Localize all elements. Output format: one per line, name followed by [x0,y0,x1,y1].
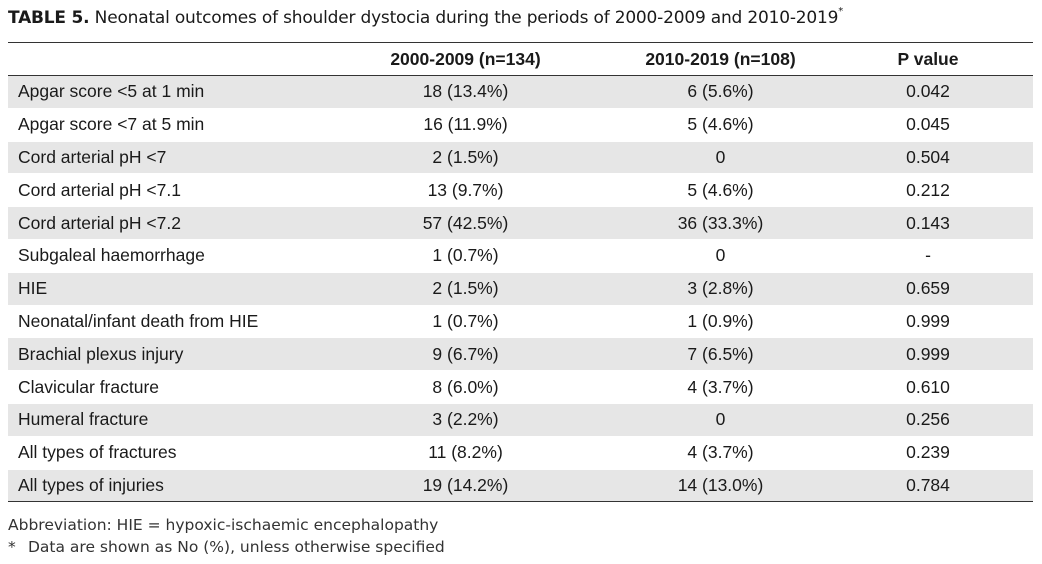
p-value-cell: 0.042 [823,75,1033,109]
table-row: Cord arterial pH <7.1 13 (9.7%) 5 (4.6%) 0.… [8,173,1033,208]
table-row: Subgaleal haemorrhage 1 (0.7%) 0- [8,239,1033,273]
footnote-text: Data are shown as No (%), unless otherwi… [28,538,445,556]
period-2000-2009-cell: 11 (8.2%) [313,436,618,470]
p-value-cell: 0.504 [823,141,1033,175]
table-row: Humeral fracture 3 (2.2%) 0 0.256 [8,403,1033,437]
period-2000-2009-cell: 3 (2.2%) [313,403,618,437]
period-2010-2019-cell: 1 (0.9%) [618,305,823,339]
period-2010-2019-cell: 6 (5.6%) [618,75,823,109]
p-value-cell: - [823,239,1033,273]
period-2010-2019-cell: 4 (3.7%) [618,370,823,404]
p-value-cell: 0.610 [823,370,1033,404]
outcome-cell: HIE [8,272,313,306]
outcome-cell: Subgaleal haemorrhage [8,239,313,273]
period-2000-2009-cell: 2 (1.5%) [313,141,618,175]
period-2010-2019-cell: 0 [618,403,823,437]
period-2010-2019-cell: 4 (3.7%) [618,436,823,470]
outcome-cell: Humeral fracture [8,403,313,437]
outcome-cell: Apgar score <5 at 1 min [8,75,313,109]
table-row: Brachial plexus injury 9 (6.7%) 7 (6.5%) 0.… [8,337,1033,372]
p-value-cell: 0.143 [823,206,1033,240]
p-value-cell: 0.212 [823,173,1033,208]
period-2010-2019-cell: 0 [618,141,823,175]
period-2000-2009-cell: 8 (6.0%) [313,370,618,404]
table-row: Clavicular fracture 8 (6.0%) 4 (3.7%) 0.610 [8,370,1033,404]
table-row: Neonatal/infant death from HIE 1 (0.7%) 1 … [8,305,1033,339]
period-2000-2009-cell: 1 (0.7%) [313,239,618,273]
table-caption-text: Neonatal outcomes of shoulder dystocia d… [94,8,839,28]
p-value-cell: 0.239 [823,436,1033,470]
table-row: Cord arterial pH <7.2 57 (42.5%) 36 (33.3%… [8,206,1033,240]
outcome-cell: All types of fractures [8,436,313,470]
table-caption-label: TABLE 5. [8,8,90,28]
header-cell-period-2000-2009: 2000-2009 (n=134) [313,42,618,76]
period-2010-2019-cell: 7 (6.5%) [618,337,823,372]
p-value-cell: 0.045 [823,108,1033,142]
header-cell-p-value: P value [823,42,1033,76]
period-2000-2009-cell: 57 (42.5%) [313,206,618,240]
period-2010-2019-cell: 5 (4.6%) [618,173,823,208]
table-body: Apgar score <5 at 1 min 18 (13.4%) 6 (5.6%… [8,75,1033,503]
table-caption-marker: * [838,6,844,17]
p-value-cell: 0.999 [823,337,1033,372]
table-row: Cord arterial pH <7 2 (1.5%) 0 0.504 [8,141,1033,175]
p-value-cell: 0.256 [823,403,1033,437]
p-value-cell: 0.999 [823,305,1033,339]
outcome-cell: Neonatal/infant death from HIE [8,305,313,339]
period-2010-2019-cell: 5 (4.6%) [618,108,823,142]
outcome-cell: Cord arterial pH <7 [8,141,313,175]
abbreviation-note: Abbreviation: HIE = hypoxic-ischaemic en… [8,516,439,534]
period-2000-2009-cell: 13 (9.7%) [313,173,618,208]
outcome-cell: Cord arterial pH <7.1 [8,173,313,208]
outcome-cell: Brachial plexus injury [8,337,313,372]
outcome-cell: Apgar score <7 at 5 min [8,108,313,142]
period-2010-2019-cell: 36 (33.3%) [618,206,823,240]
header-cell-outcome [8,42,313,76]
header-row: 2000-2009 (n=134) 2010-2019 (n=108) P va… [8,42,1033,76]
period-2000-2009-cell: 16 (11.9%) [313,108,618,142]
period-2000-2009-cell: 19 (14.2%) [313,469,618,503]
footnote: * Data are shown as No (%), unless otherw… [8,536,445,558]
period-2000-2009-cell: 1 (0.7%) [313,305,618,339]
p-value-cell: 0.784 [823,469,1033,503]
footnote-marker: * [8,538,16,556]
outcome-cell: Cord arterial pH <7.2 [8,206,313,240]
table-row: All types of injuries 19 (14.2%) 14 (13.0%… [8,469,1033,503]
period-2000-2009-cell: 2 (1.5%) [313,272,618,306]
table-caption: TABLE 5. Neonatal outcomes of shoulder d… [8,6,844,28]
p-value-cell: 0.659 [823,272,1033,306]
table-row: All types of fractures 11 (8.2%) 4 (3.7%) 0… [8,436,1033,470]
period-2010-2019-cell: 14 (13.0%) [618,469,823,503]
period-2000-2009-cell: 18 (13.4%) [313,75,618,109]
table-notes: Abbreviation: HIE = hypoxic-ischaemic en… [8,514,445,558]
table-header: 2000-2009 (n=134) 2010-2019 (n=108) P va… [8,42,1033,76]
period-2000-2009-cell: 9 (6.7%) [313,337,618,372]
table-row: Apgar score <7 at 5 min 16 (11.9%) 5 (4.6%… [8,108,1033,142]
table-row: Apgar score <5 at 1 min 18 (13.4%) 6 (5.6%… [8,75,1033,109]
period-2010-2019-cell: 0 [618,239,823,273]
outcomes-table: 2000-2009 (n=134) 2010-2019 (n=108) P va… [8,42,1033,503]
header-cell-period-2010-2019: 2010-2019 (n=108) [618,42,823,76]
period-2010-2019-cell: 3 (2.8%) [618,272,823,306]
outcome-cell: All types of injuries [8,469,313,503]
table-row: HIE 2 (1.5%) 3 (2.8%) 0.659 [8,272,1033,306]
outcome-cell: Clavicular fracture [8,370,313,404]
